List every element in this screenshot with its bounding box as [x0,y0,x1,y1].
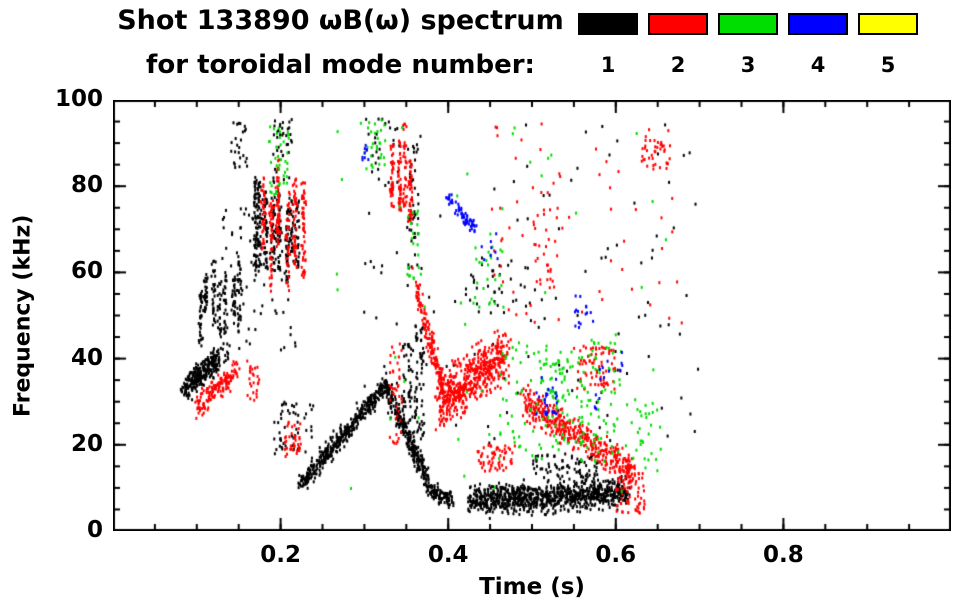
legend-label-3: 3 [740,53,756,77]
x-tick-label: 0.2 [260,542,301,568]
y-axis-label: Frequency (kHz) [10,214,36,417]
y-tick-label: 0 [86,517,103,543]
chart-subtitle: for toroidal mode number: [146,50,535,80]
legend-label-5: 5 [880,53,896,77]
x-tick-label: 0.4 [427,542,469,568]
y-tick-label: 100 [54,86,103,112]
legend-swatch-2 [648,13,708,35]
y-tick-label: 40 [70,344,103,371]
y-tick-label: 60 [70,258,103,285]
legend-item-3: 3 [718,13,778,77]
spectrum-canvas [113,100,951,531]
plot-area [113,100,951,531]
legend-label-2: 2 [670,53,686,77]
x-tick-label: 0.8 [763,542,804,568]
legend-item-1: 1 [578,13,638,77]
legend-label-4: 4 [810,53,826,77]
legend-label-1: 1 [600,53,616,77]
legend-item-5: 5 [858,13,918,77]
y-tick-label: 80 [70,172,103,199]
x-tick-label: 0.6 [595,542,637,568]
legend-swatch-4 [788,13,848,35]
legend-item-4: 4 [788,13,848,77]
y-tick-label: 20 [70,430,103,457]
legend-swatch-5 [858,13,918,35]
legend-swatch-1 [578,13,638,35]
legend: 1 2 3 4 5 [578,13,918,77]
x-axis-label: Time (s) [479,574,585,600]
legend-item-2: 2 [648,13,708,77]
legend-swatch-3 [718,13,778,35]
chart-title: Shot 133890 ωB(ω) spectrum [117,5,564,36]
